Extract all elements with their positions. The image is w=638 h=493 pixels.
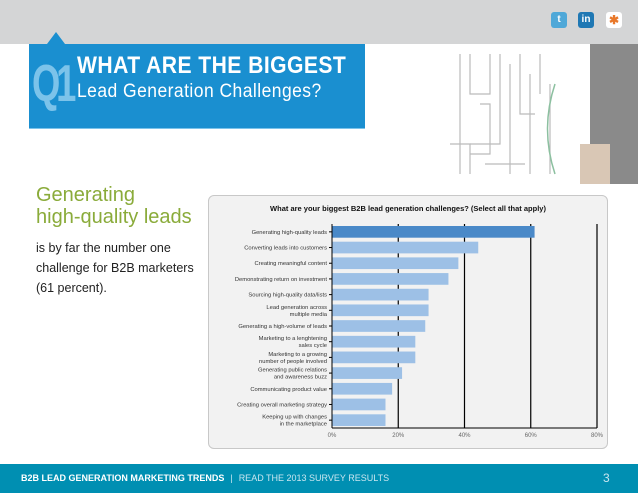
chart-panel: What are your biggest B2B lead generatio… xyxy=(208,195,608,449)
category-label: Generating high-quality leads xyxy=(252,230,328,236)
bar xyxy=(332,382,393,395)
footer-row: B2B LEAD GENERATION MARKETING TRENDS | R… xyxy=(21,473,389,483)
bar xyxy=(332,288,429,301)
banner-title: WHAT ARE THE BIGGEST xyxy=(77,52,347,79)
x-tick-label: 20% xyxy=(392,433,405,439)
question-banner: Q1 WHAT ARE THE BIGGEST Lead Generation … xyxy=(29,44,365,129)
category-label: Creating meaningful content xyxy=(254,261,327,267)
bar xyxy=(332,273,449,285)
category-label: Communicating product value xyxy=(250,387,327,393)
category-label: Marketing to a growing number of people i… xyxy=(259,352,327,365)
question-number: Q1 xyxy=(32,55,76,113)
footer-title: B2B LEAD GENERATION MARKETING TRENDS xyxy=(21,473,225,483)
banner-notch xyxy=(47,32,65,44)
bar xyxy=(332,241,479,254)
category-label: Generating public relations and awareness… xyxy=(258,368,327,381)
headline-line-2: high-quality leads xyxy=(36,206,192,228)
x-tick-label: 0% xyxy=(328,433,337,439)
footer-separator: | xyxy=(230,473,233,483)
category-label: Sourcing high-quality data/lists xyxy=(248,293,327,299)
bar xyxy=(332,414,386,426)
category-label: Keeping up with changes in the marketplac… xyxy=(262,415,327,428)
bar-chart: What are your biggest B2B lead generatio… xyxy=(235,204,604,439)
category-label: Marketing to a lenghtening sales cycle xyxy=(259,336,327,349)
page-number: 3 xyxy=(603,471,610,485)
chart-title: What are your biggest B2B lead generatio… xyxy=(270,204,546,213)
survey-results-link[interactable]: READ THE 2013 SURVEY RESULTS xyxy=(238,473,390,483)
category-label: Lead generation across multiple media xyxy=(266,305,327,318)
bar xyxy=(332,320,426,332)
bar xyxy=(332,398,386,411)
footer: B2B LEAD GENERATION MARKETING TRENDS | R… xyxy=(0,464,638,493)
slideshare-icon[interactable]: ✱ xyxy=(606,12,622,28)
banner-subtitle: Lead Generation Challenges? xyxy=(77,81,322,102)
twitter-icon[interactable]: t xyxy=(551,12,567,28)
category-label: Creating overall marketing strategy xyxy=(237,402,327,408)
bar xyxy=(332,367,403,379)
category-label: Converting leads into customers xyxy=(244,246,327,252)
bar xyxy=(332,226,535,238)
headline-line-1: Generating xyxy=(36,184,135,206)
x-tick-label: 80% xyxy=(591,433,604,439)
bar xyxy=(332,257,459,270)
x-tick-label: 60% xyxy=(525,433,538,439)
x-tick-label: 40% xyxy=(458,433,471,439)
intro-body: is by far the number one challenge for B… xyxy=(36,241,194,295)
category-label: Demonstrating return on investment xyxy=(235,277,328,283)
maze-illustration xyxy=(450,44,638,184)
headline: Generating high-quality leads xyxy=(36,184,192,228)
linkedin-icon[interactable]: in xyxy=(578,12,594,28)
bar xyxy=(332,304,429,317)
bar xyxy=(332,335,416,348)
category-label: Generating a high-volume of leads xyxy=(238,324,327,330)
bar xyxy=(332,351,416,364)
top-bar xyxy=(0,0,638,44)
